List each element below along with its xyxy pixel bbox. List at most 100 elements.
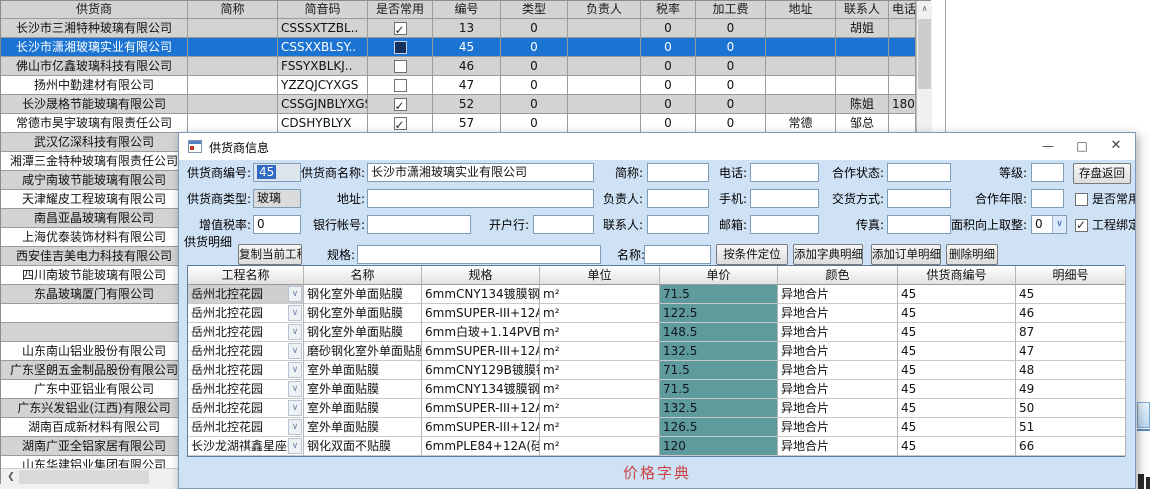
supplier-row[interactable]: 山东南山铝业股份有限公司 — [1, 342, 188, 361]
supplier-row[interactable]: 西安佳吉美电力科技有限公司 — [1, 247, 188, 266]
fax-input[interactable] — [887, 215, 951, 234]
column-header-4[interactable]: 是否常用 — [368, 1, 433, 19]
detail-cell[interactable]: 45 — [898, 361, 1016, 380]
horizontal-scrollbar-thumb[interactable] — [19, 470, 149, 484]
column-header-8[interactable]: 税率 — [641, 1, 696, 19]
column-header-7[interactable]: 负责人 — [568, 1, 641, 19]
detail-cell[interactable]: 6mmSUPER-III+12A(硅... — [422, 418, 540, 437]
detail-cell[interactable]: m² — [540, 323, 660, 342]
detail-cell[interactable]: 室外单面贴膜 — [304, 418, 422, 437]
detail-cell[interactable]: m² — [540, 285, 660, 304]
detail-cell[interactable]: 室外单面贴膜 — [304, 361, 422, 380]
detail-cell[interactable]: 岳州北控花园 ∨ — [188, 418, 304, 437]
detail-cell[interactable]: 岳州北控花园 ∨ — [188, 342, 304, 361]
scroll-up-icon[interactable]: ∧ — [921, 4, 928, 13]
supplier-row[interactable] — [1, 323, 188, 342]
detail-cell[interactable]: 6mmCNY134镀膜钢化 — [422, 285, 540, 304]
background-scrollbar-thumb[interactable] — [1137, 402, 1150, 428]
detail-cell[interactable]: m² — [540, 437, 660, 456]
save-return-button[interactable]: 存盘返回 — [1073, 163, 1131, 184]
column-header-5[interactable]: 编号 — [433, 1, 501, 19]
detail-cell[interactable]: 66 — [1016, 437, 1126, 456]
detail-cell[interactable]: 岳州北控花园 ∨ — [188, 399, 304, 418]
detail-cell[interactable]: 室外单面贴膜 — [304, 380, 422, 399]
manager-input[interactable] — [647, 189, 709, 208]
supplier-row[interactable]: 武汉亿深科技有限公司 — [1, 133, 188, 152]
detail-cell[interactable]: 87 — [1016, 323, 1126, 342]
coop_status-input[interactable] — [887, 163, 951, 182]
column-header-3[interactable]: 简音码 — [278, 1, 368, 19]
supplier_type-input[interactable]: 玻璃 — [253, 189, 301, 208]
supplier-row[interactable]: 广东坚朗五金制品股份有限公司 — [1, 361, 188, 380]
detail-cell[interactable]: 48 — [1016, 361, 1126, 380]
add-order-detail-button[interactable]: 添加订单明细 — [871, 244, 941, 265]
supplier-row[interactable]: 湘潭三金特种玻璃有限责任公司 — [1, 152, 188, 171]
project-combo-arrow-icon[interactable]: ∨ — [288, 324, 302, 340]
project-combo-arrow-icon[interactable]: ∨ — [288, 438, 302, 454]
detail-cell[interactable]: m² — [540, 342, 660, 361]
detail-cell[interactable]: 岳州北控花园 ∨ — [188, 304, 304, 323]
detail-cell[interactable]: 钢化室外单面贴膜 — [304, 285, 422, 304]
detail-cell[interactable]: m² — [540, 304, 660, 323]
detail-cell[interactable]: 46 — [1016, 304, 1126, 323]
detail-cell[interactable]: m² — [540, 399, 660, 418]
detail-cell[interactable]: 异地合片 — [778, 342, 898, 361]
detail-cell[interactable]: 71.5 — [660, 285, 778, 304]
detail-column-header[interactable]: 供货商编号 — [898, 266, 1016, 285]
detail-cell[interactable]: 45 — [898, 437, 1016, 456]
detail-cell[interactable]: 岳州北控花园 ∨ — [188, 361, 304, 380]
common-checkbox[interactable] — [393, 79, 407, 92]
close-button[interactable]: ✕ — [1110, 138, 1122, 153]
delivery-input[interactable] — [887, 189, 951, 208]
detail-cell[interactable]: 45 — [898, 285, 1016, 304]
vat-input[interactable]: 0 — [253, 215, 301, 234]
abbr-input[interactable] — [647, 163, 709, 182]
detail-column-header[interactable]: 名称 — [304, 266, 422, 285]
detail-column-header[interactable]: 明细号 — [1016, 266, 1126, 285]
detail-cell[interactable]: 岳州北控花园 ∨ — [188, 285, 304, 304]
delete-detail-button[interactable]: 删除明细 — [946, 244, 998, 265]
dialog-titlebar[interactable]: 供货商信息 — □ ✕ — [179, 133, 1135, 160]
column-header-6[interactable]: 类型 — [501, 1, 568, 19]
email-input[interactable] — [750, 215, 819, 234]
minimize-button[interactable]: — — [1042, 139, 1054, 153]
detail-cell[interactable]: 51 — [1016, 418, 1126, 437]
detail-cell[interactable]: 钢化室外单面贴膜 — [304, 304, 422, 323]
project-combo-arrow-icon[interactable]: ∨ — [288, 362, 302, 378]
detail-cell[interactable]: 45 — [898, 323, 1016, 342]
detail-cell[interactable]: 异地合片 — [778, 399, 898, 418]
bank_no-input[interactable] — [367, 215, 471, 234]
supplier-row[interactable]: 南昌亚晶玻璃有限公司 — [1, 209, 188, 228]
scroll-left-icon[interactable]: ❮ — [7, 472, 15, 482]
round_up-input[interactable]: 0 ∨ — [1031, 215, 1067, 234]
detail-cell[interactable]: 异地合片 — [778, 304, 898, 323]
detail-cell[interactable]: 47 — [1016, 342, 1126, 361]
add-dict-detail-button[interactable]: 添加字典明细 — [793, 244, 863, 265]
detail-cell[interactable]: 岳州北控花园 ∨ — [188, 380, 304, 399]
detail-cell[interactable]: 异地合片 — [778, 380, 898, 399]
grade-input[interactable] — [1031, 163, 1064, 182]
supplier-row[interactable]: 东晶玻璃厦门有限公司 — [1, 285, 188, 304]
detail-cell[interactable]: 钢化双面不贴膜 — [304, 437, 422, 456]
detail-cell[interactable]: 132.5 — [660, 399, 778, 418]
address-input[interactable] — [367, 189, 594, 208]
detail-cell[interactable]: 6mmSUPER-III+12A(硅... — [422, 304, 540, 323]
detail-cell[interactable]: 71.5 — [660, 380, 778, 399]
column-header-2[interactable]: 简称 — [188, 1, 278, 19]
detail-cell[interactable]: 126.5 — [660, 418, 778, 437]
project-combo-arrow-icon[interactable]: ∨ — [288, 305, 302, 321]
detail-cell[interactable]: m² — [540, 361, 660, 380]
detail-cell[interactable]: 6mm白玻+1.14PVB+6mm... — [422, 323, 540, 342]
detail-cell[interactable]: 6mmSUPER-III+12A(硅... — [422, 399, 540, 418]
project-combo-arrow-icon[interactable]: ∨ — [288, 400, 302, 416]
contact-input[interactable] — [647, 215, 709, 234]
phone-input[interactable] — [750, 163, 819, 182]
supplier-row[interactable]: 湖南广亚全铝家居有限公司 — [1, 437, 188, 456]
supplier-row[interactable]: 广东兴发铝业(江西)有限公司 — [1, 399, 188, 418]
detail-cell[interactable]: 120 — [660, 437, 778, 456]
detail-cell[interactable]: 异地合片 — [778, 418, 898, 437]
detail-cell[interactable]: 异地合片 — [778, 323, 898, 342]
detail-cell[interactable]: 132.5 — [660, 342, 778, 361]
coop_years-input[interactable] — [1031, 189, 1064, 208]
project-combo-arrow-icon[interactable]: ∨ — [288, 381, 302, 397]
